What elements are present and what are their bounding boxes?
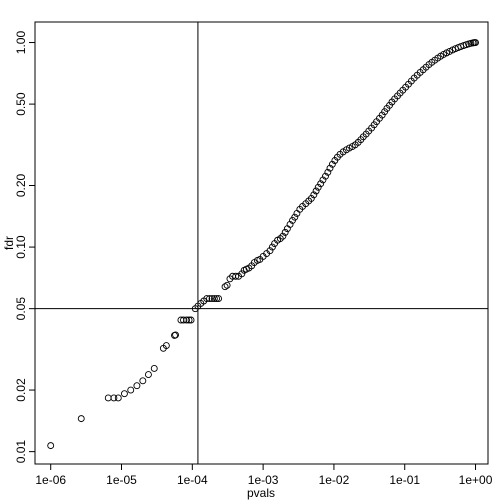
data-points xyxy=(48,40,479,449)
x-tick-label: 1e+00 xyxy=(459,473,493,487)
x-tick-label: 1e-06 xyxy=(35,473,66,487)
y-tick-label: 1.00 xyxy=(14,31,28,55)
data-point xyxy=(224,282,230,288)
data-point xyxy=(78,416,84,422)
x-tick-label: 1e-01 xyxy=(389,473,420,487)
y-tick-label: 0.20 xyxy=(14,174,28,198)
x-axis-title: pvals xyxy=(247,486,275,500)
y-tick-label: 0.05 xyxy=(14,297,28,321)
data-point xyxy=(151,365,157,371)
data-point xyxy=(121,391,127,397)
data-point xyxy=(48,443,54,449)
y-tick-label: 0.50 xyxy=(14,92,28,116)
data-point xyxy=(115,395,121,401)
data-point xyxy=(105,395,111,401)
data-point xyxy=(134,383,140,389)
reference-lines xyxy=(35,22,488,464)
y-tick-label: 0.02 xyxy=(14,378,28,402)
y-tick-label: 0.01 xyxy=(14,440,28,464)
x-tick-label: 1e-03 xyxy=(248,473,279,487)
y-tick-label: 0.10 xyxy=(14,235,28,259)
plot-frame xyxy=(35,22,488,464)
y-axis-title: fdr xyxy=(2,236,16,250)
data-point xyxy=(140,378,146,384)
data-point xyxy=(222,284,228,290)
x-tick-label: 1e-04 xyxy=(177,473,208,487)
x-tick-label: 1e-02 xyxy=(319,473,350,487)
x-tick-label: 1e-05 xyxy=(106,473,137,487)
y-axis: 0.01 0.02 0.05 0.10 0.20 0.50 1.00 xyxy=(14,31,35,464)
data-point xyxy=(145,372,151,378)
x-axis: 1e-06 1e-05 1e-04 1e-03 1e-02 1e-01 1e+00 xyxy=(35,464,492,487)
data-point xyxy=(128,387,134,393)
